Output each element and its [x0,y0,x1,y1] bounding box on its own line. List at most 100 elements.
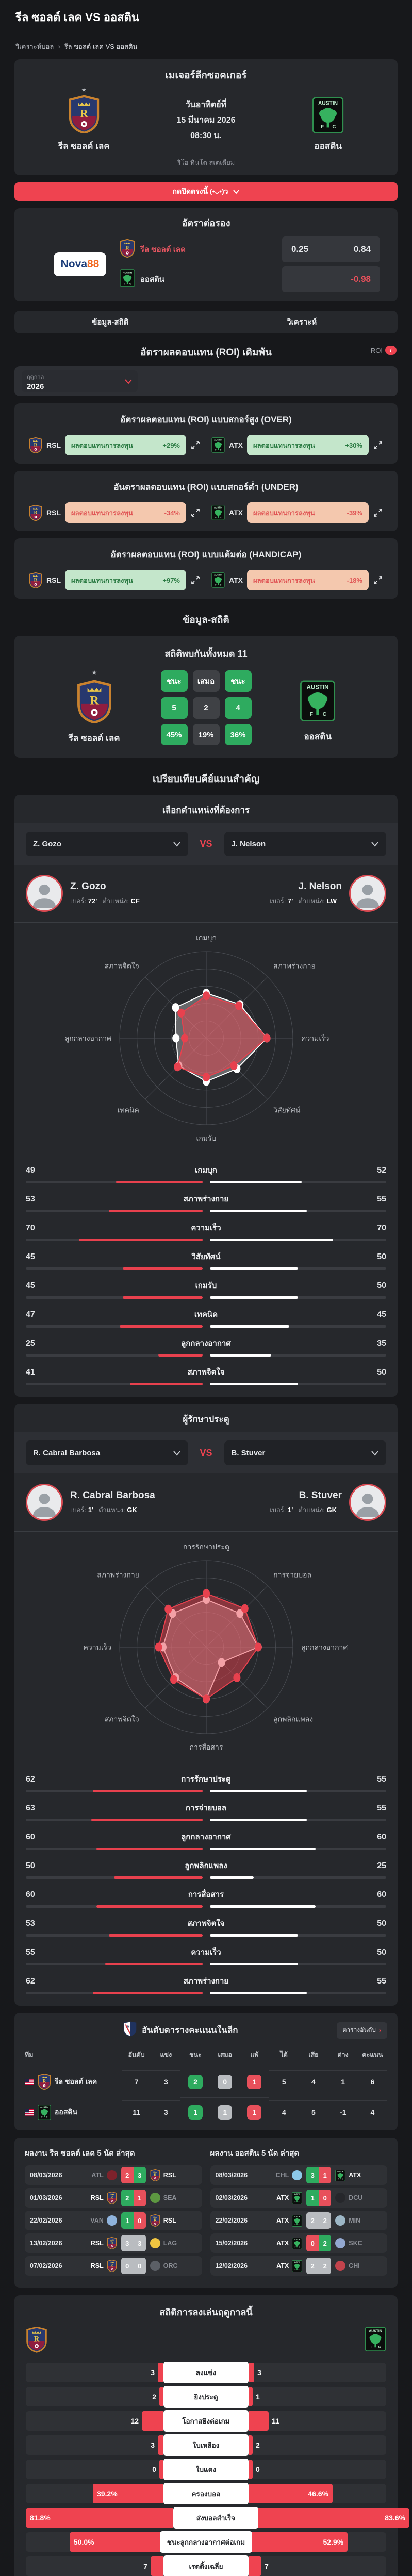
season-dropdown[interactable]: ฤดูกาล 2026 [22,370,138,393]
table-header: อันดับ [128,2051,145,2059]
vs-label: VS [200,1447,212,1458]
keyman-right-select[interactable]: J. Nelson [224,832,386,857]
expand-icon[interactable] [373,507,383,518]
keyman-radar-chart: เกมบุก สภาพร่างกาย ความเร็ว วิสัยทัศน์ เกมรั… [14,923,398,1151]
svg-text:ความเร็ว: ความเร็ว [83,1642,111,1651]
table-header: เสมอ [218,2051,233,2059]
svg-text:เกมบุก: เกมบุก [196,934,217,942]
svg-text:R: R [110,2241,113,2245]
tab-analysis[interactable]: วิเคราะห์ [287,318,317,327]
chevron-right-icon: › [379,2026,381,2034]
expand-icon[interactable] [190,440,201,450]
club-logo-icon [150,2261,160,2272]
stat-bar-row: 25 ลูกกลางอากาศ 35 [26,1337,386,1357]
roi-card: อัตราผลตอบแทน (ROI) แบบสกอร์สูง (OVER) R… [14,403,398,464]
tab-stats[interactable]: ข้อมูล-สถิติ [92,318,129,327]
team-abbr: RSL [46,576,61,585]
nova88-logo[interactable]: Nova 88 [54,252,106,277]
svg-text:AUSTIN: AUSTIN [294,2193,301,2195]
club-logo-icon [335,2238,346,2249]
expand-icon[interactable] [373,575,383,585]
roi-item-ATX: AUSTIN F C ATX ผลตอบแทนการลงทุน +30% [206,435,388,456]
away-odds-values[interactable]: -0.98 [282,266,380,293]
svg-text:C: C [323,711,327,717]
svg-text:AUSTIN: AUSTIN [337,2171,344,2173]
recent-form-card: ผลงาน รีล ซอลต์ เลค 5 นัด ล่าสุด 08/03/2… [14,2138,398,2289]
expand-icon[interactable] [190,507,201,518]
h2h-cell: 45% [160,724,188,746]
stat-bar-row: 55 ความเร็ว 50 [26,1946,386,1966]
svg-text:R: R [154,2218,157,2223]
season-stat-row: 39.2% ครองบอล 46.6% [26,2482,386,2504]
svg-text:การสื่อสาร: การสื่อสาร [189,1742,223,1751]
away-crest-icon: AUSTIN F C [312,97,344,136]
h2h-home-team: ★ R รีล ซอลต์ เลค [68,670,120,743]
season-stat-row: 2 ยิงประตู 1 [26,2385,386,2408]
season-stat-label: ครองบอล [163,2482,249,2504]
player-avatar [26,875,63,912]
svg-text:AUSTIN: AUSTIN [40,2106,48,2109]
away-crest-icon: AUSTIN F C [300,680,336,724]
season-stat-row: 81.8% ส่งบอลสำเร็จ 83.6% [26,2506,409,2529]
gk-right-select[interactable]: B. Stuver [224,1440,386,1466]
close-banner-button[interactable]: กดปิดตรงนี้ (•ᴗ•)ว [14,182,398,201]
info-icon[interactable]: i [385,346,397,355]
svg-text:สภาพร่างกาย: สภาพร่างกาย [273,962,316,970]
svg-text:AUSTIN: AUSTIN [214,506,222,509]
breadcrumb-root[interactable]: วิเคราะห์บอล [15,43,54,50]
home-odds-values[interactable]: 0.25 0.84 [282,236,380,263]
svg-text:AUSTIN: AUSTIN [123,271,133,274]
season-stat-row: 7 เรตติ้งเฉลี่ย 7 [26,2555,386,2576]
club-logo-icon [150,2193,160,2204]
away-team-name: ออสติน [314,141,342,151]
roi-info-badge[interactable]: ROI i [371,346,397,355]
svg-text:วิสัยทัศน์: วิสัยทัศน์ [273,1106,300,1114]
table-header: แข่ง [160,2051,172,2059]
stat-bar-row: 62 การรักษาประตู 55 [26,1773,386,1793]
home-form-title: ผลงาน รีล ซอลต์ เลค 5 นัด ล่าสุด [25,2149,135,2158]
away-crest-icon: AUSTIN F C [120,269,135,290]
keyman-left-player: Z. Gozo เบอร์: 72' ตำแหน่ง: CF [26,875,145,912]
home-form-column: ผลงาน รีล ซอลต์ เลค 5 นัด ล่าสุด 08/03/2… [25,2147,202,2279]
season-stat-label: ใบเหลือง [163,2434,249,2456]
keyman-left-select[interactable]: Z. Gozo [26,832,188,857]
svg-text:C: C [129,282,131,285]
svg-text:เทคนิค: เทคนิค [117,1106,139,1114]
stat-bar-row: 47 เทคนิค 45 [26,1308,386,1328]
full-table-button[interactable]: ตารางอันดับ › [336,2022,387,2039]
stat-bar-row: 60 การสื่อสาร 60 [26,1888,386,1908]
expand-icon[interactable] [190,575,201,585]
h2h-title: สถิติพบกันทั้งหมด 11 [164,649,248,659]
expand-icon[interactable] [373,440,383,450]
home-crest-icon: R [76,680,112,726]
h2h-cell: 36% [224,724,252,746]
table-header: เสีย [308,2051,319,2059]
odds-row-away: AUSTIN F C ออสติน -0.98 [120,266,380,293]
season-stats-title: สถิติการลงเล่นฤดูกาลนี้ [159,2307,253,2318]
svg-text:ลูกกลางอากาศ: ลูกกลางอากาศ [64,1034,111,1043]
gk-left-select[interactable]: R. Cabral Barbosa [26,1440,188,1466]
team-abbr: RSL [46,441,61,450]
svg-text:AUSTIN: AUSTIN [214,439,222,442]
stat-bar-row: 49 เกมบุก 52 [26,1164,386,1184]
svg-text:AUSTIN: AUSTIN [369,2330,382,2333]
